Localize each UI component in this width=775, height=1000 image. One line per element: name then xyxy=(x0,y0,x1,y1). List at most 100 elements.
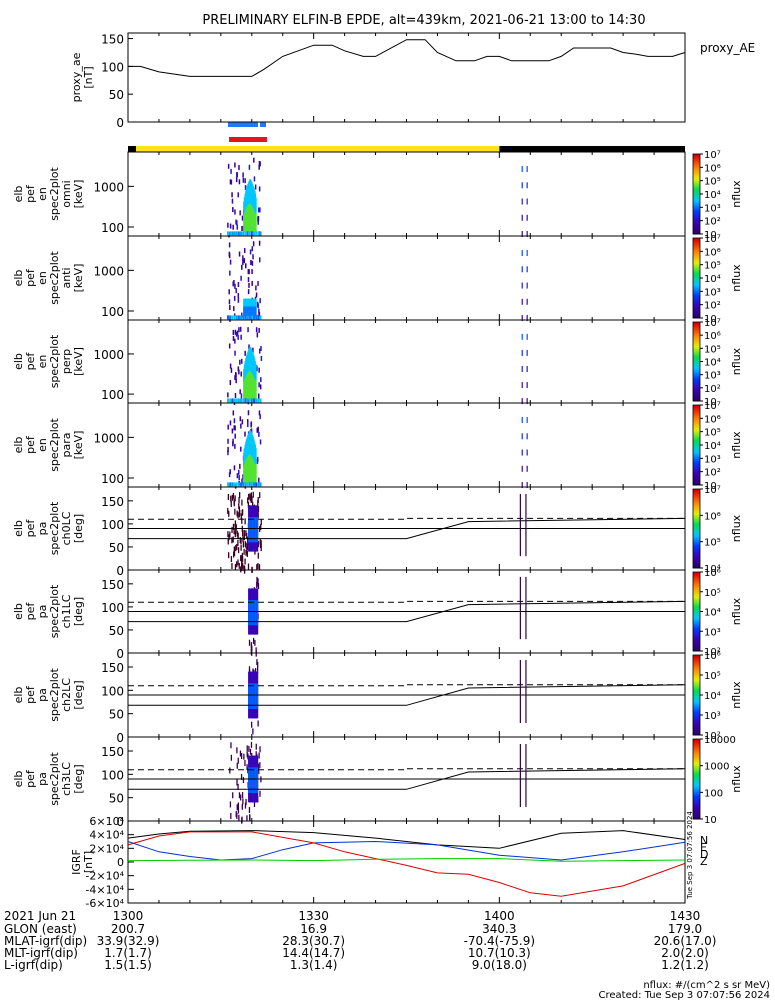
flux-bin xyxy=(230,495,232,502)
colorbar-segment xyxy=(693,581,700,585)
colorbar-label: nflux xyxy=(730,347,743,375)
colorbar-segment xyxy=(693,685,700,688)
flux-bin xyxy=(246,398,249,403)
flux-bin xyxy=(260,540,262,547)
colorbar-segment xyxy=(693,180,700,183)
flux-bin xyxy=(242,231,245,236)
flux-bin xyxy=(250,398,253,403)
flux-bin xyxy=(248,639,251,646)
flux-bin xyxy=(229,223,232,229)
y-axis-label: perp xyxy=(60,349,73,374)
flux-bin xyxy=(254,639,256,646)
y-axis-label: [keV] xyxy=(72,431,85,460)
colorbar-segment xyxy=(693,268,700,271)
panel-1: elb pef en spec2plot omni [keV] 100 1000 10 10² 10… xyxy=(12,150,743,241)
colorbar-tick-label: 10² xyxy=(704,731,721,742)
colorbar-segment xyxy=(693,467,700,470)
flux-bin xyxy=(238,327,240,333)
colorbar-segment xyxy=(693,703,700,706)
colorbar-segment xyxy=(693,411,700,414)
colorbar-segment xyxy=(693,773,700,776)
panel-7: elb pef pa spec2plot ch2LC [deg]05010015010²1… xyxy=(12,651,743,745)
footer-date: 2021 Jun 21 xyxy=(4,909,76,923)
flux-bin xyxy=(246,550,248,557)
footer-value: 179.0 xyxy=(668,922,702,936)
flux-bin xyxy=(231,482,234,487)
flux-bin xyxy=(526,198,528,205)
footer-value: -70.4(-75.9) xyxy=(464,934,535,948)
flux-bin xyxy=(237,807,240,814)
colorbar-segment xyxy=(693,603,700,607)
flux-bin xyxy=(229,316,231,322)
colorbar-segment xyxy=(693,605,700,609)
flux-bin xyxy=(257,281,259,287)
y-axis-label: [deg] xyxy=(72,597,85,626)
flux-bin xyxy=(242,398,245,403)
flux-bin xyxy=(247,327,249,333)
colorbar-frame xyxy=(692,738,701,820)
flux-bin xyxy=(232,523,235,530)
colorbar-segment xyxy=(693,449,700,452)
flux-bin xyxy=(227,222,229,228)
colorbar-segment xyxy=(693,564,700,567)
flux-bin xyxy=(256,458,259,464)
flux-bin xyxy=(227,398,230,403)
flux-bin xyxy=(234,375,236,381)
flux-bin xyxy=(521,266,523,273)
colorbar-segment xyxy=(693,240,700,243)
orbit-bars xyxy=(128,122,685,152)
igrf-legend-label: D xyxy=(700,848,708,861)
flux-bin xyxy=(236,172,238,178)
y-tick-label: 6×10⁴ xyxy=(89,815,124,828)
flux-bin xyxy=(247,497,249,504)
colorbar-segment xyxy=(693,409,700,412)
flux-bin xyxy=(237,757,239,764)
flux-bin xyxy=(230,754,233,761)
colorbar-segment xyxy=(693,583,700,587)
y-axis-label: pa xyxy=(36,522,49,536)
colorbar-segment xyxy=(693,625,700,628)
flux-bin xyxy=(251,260,254,266)
colorbar-segment xyxy=(693,252,700,255)
creation-stamp: Tue Sep 3 07:07:56 2024 xyxy=(686,811,694,900)
colorbar-segment xyxy=(693,518,700,522)
y-axis-label: para xyxy=(60,433,73,458)
flux-bin xyxy=(245,542,247,549)
flux-bin xyxy=(242,562,244,569)
flux-bin xyxy=(253,482,256,487)
flux-bin xyxy=(247,767,249,774)
colorbar-segment xyxy=(693,629,700,632)
flux-bin xyxy=(246,315,249,320)
flux-bin xyxy=(526,266,528,273)
colorbar-segment xyxy=(693,572,700,575)
flux-bin xyxy=(237,297,240,303)
flux-bin xyxy=(244,518,246,525)
flux-bin xyxy=(249,495,252,502)
y-tick-label: 100 xyxy=(101,684,124,698)
flux-bin xyxy=(254,668,257,675)
flux-bin xyxy=(243,529,245,536)
flux-bin xyxy=(251,246,254,252)
colorbar-segment xyxy=(693,335,700,339)
y-tick-label: 4×10⁴ xyxy=(89,829,124,842)
flux-bin xyxy=(237,398,240,403)
proxy-ae-label: proxy_AE xyxy=(700,41,755,55)
flux-bin xyxy=(234,523,237,530)
flux-bin xyxy=(236,510,238,517)
flux-bin xyxy=(236,330,239,336)
colorbar-segment xyxy=(693,455,700,458)
footer-value: 1.5(1.5) xyxy=(104,958,152,972)
colorbar-label: nflux xyxy=(730,180,743,208)
colorbar-tick-label: 10⁷ xyxy=(704,234,721,245)
colorbar-segment xyxy=(693,813,700,816)
flux-bin xyxy=(258,257,261,263)
flux-bin xyxy=(259,414,261,420)
colorbar-segment xyxy=(693,705,700,708)
y-axis-label: spec2plot xyxy=(48,418,61,472)
footer-value: 1.7(1.7) xyxy=(104,946,152,960)
colorbar-segment xyxy=(693,373,700,376)
y-axis-label: elb xyxy=(12,603,25,620)
flux-bin xyxy=(257,720,259,727)
flux-bin xyxy=(235,545,237,552)
